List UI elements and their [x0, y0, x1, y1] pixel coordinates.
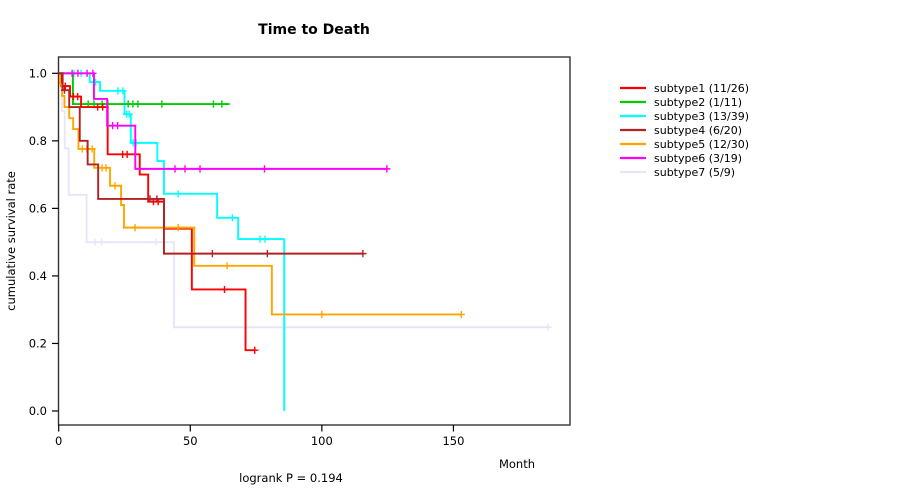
survival-curve-subtype7 — [58, 72, 549, 329]
censor-mark-subtype2 — [158, 100, 166, 108]
censor-mark-subtype5 — [457, 310, 465, 319]
censor-mark-subtype3 — [174, 190, 182, 198]
x-tick-label: 50 — [183, 434, 198, 448]
legend-label: subtype6 (3/19) — [654, 152, 742, 165]
censor-mark-subtype2 — [218, 100, 226, 108]
censor-mark-subtype4 — [153, 195, 161, 203]
survival-curve-subtype2 — [58, 72, 230, 105]
y-tick-label: 0.4 — [29, 269, 47, 283]
censor-mark-subtype5 — [174, 224, 182, 232]
legend-item-6: subtype6 (3/19) — [620, 152, 742, 165]
y-axis-ticks: 0.0 0.2 0.4 0.6 0.8 1.0 — [29, 66, 59, 418]
censor-mark-subtype4 — [60, 86, 69, 94]
censor-mark-subtype6 — [74, 69, 82, 77]
censor-mark-subtype7 — [97, 238, 106, 246]
censor-mark-subtype3 — [228, 214, 236, 222]
logrank-note: logrank P = 0.194 — [239, 471, 343, 485]
plot-box — [57, 56, 571, 426]
censor-mark-subtype5 — [88, 145, 96, 153]
x-axis-title: Month — [499, 457, 535, 471]
y-tick-label: 0.0 — [29, 404, 47, 418]
survival-curve-subtype1 — [58, 72, 255, 352]
censor-mark-subtype6 — [171, 165, 179, 173]
legend-item-4: subtype4 (6/20) — [620, 124, 742, 137]
y-tick-label: 1.0 — [29, 66, 47, 80]
survival-curve-subtype5 — [58, 72, 462, 316]
censor-mark-subtype6 — [114, 122, 122, 130]
y-axis-title: cumulative survival rate — [4, 171, 18, 311]
censor-mark-subtype6 — [260, 165, 269, 173]
censor-mark-subtype4 — [359, 250, 367, 258]
censor-mark-subtype1 — [99, 103, 107, 111]
legend-item-2: subtype2 (1/11) — [620, 96, 742, 109]
censor-mark-subtype1 — [123, 150, 131, 158]
survival-curve-subtype4 — [58, 72, 363, 255]
legend-item-1: subtype1 (11/26) — [620, 82, 749, 95]
censor-mark-subtype4 — [263, 250, 271, 258]
censor-mark-subtype6 — [383, 165, 391, 173]
survival-curve-subtype6 — [58, 72, 387, 170]
censor-mark-subtype6 — [89, 69, 97, 77]
censor-mark-subtype6 — [181, 165, 189, 173]
x-tick-label: 0 — [55, 434, 62, 448]
legend-label: subtype5 (12/30) — [654, 138, 749, 151]
legend-label: subtype2 (1/11) — [654, 96, 742, 109]
legend-item-5: subtype5 (12/30) — [620, 138, 749, 151]
censor-mark-subtype2 — [134, 100, 142, 108]
censor-mark-subtype7 — [544, 323, 552, 331]
censor-mark-subtype7 — [152, 238, 160, 246]
survival-curves — [58, 69, 552, 411]
censor-mark-subtype3 — [119, 87, 127, 95]
legend-label: subtype7 (5/9) — [654, 166, 735, 179]
y-tick-label: 0.2 — [29, 336, 47, 350]
legend-label: subtype4 (6/20) — [654, 124, 742, 137]
x-axis-ticks: 0 50 100 150 — [55, 425, 464, 448]
censor-mark-subtype4 — [146, 195, 154, 203]
legend: subtype1 (11/26)subtype2 (1/11)subtype3 … — [620, 82, 749, 179]
censor-mark-subtype3 — [125, 110, 133, 118]
y-tick-label: 0.8 — [29, 134, 47, 148]
censor-mark-subtype6 — [196, 165, 204, 173]
censor-mark-subtype2 — [209, 100, 218, 108]
chart-title: Time to Death — [258, 22, 370, 38]
survival-curve-subtype3 — [58, 72, 286, 411]
legend-label: subtype3 (13/39) — [654, 110, 749, 123]
censor-mark-subtype7 — [91, 238, 99, 246]
legend-label: subtype1 (11/26) — [654, 82, 749, 95]
censor-mark-subtype5 — [102, 164, 110, 172]
censor-mark-subtype1 — [74, 93, 82, 101]
censor-mark-subtype5 — [131, 224, 139, 232]
censor-mark-subtype3 — [261, 235, 269, 243]
censor-mark-subtype5 — [111, 182, 119, 190]
x-tick-label: 150 — [442, 434, 464, 448]
censor-mark-subtype1 — [220, 285, 229, 294]
legend-item-7: subtype7 (5/9) — [620, 166, 735, 179]
censor-mark-subtype1 — [251, 346, 259, 354]
censor-mark-subtype5 — [318, 310, 326, 319]
y-tick-label: 0.6 — [29, 201, 47, 215]
censor-mark-subtype4 — [208, 250, 216, 258]
legend-item-3: subtype3 (13/39) — [620, 110, 749, 123]
censor-mark-subtype5 — [223, 262, 231, 270]
x-tick-label: 100 — [311, 434, 333, 448]
